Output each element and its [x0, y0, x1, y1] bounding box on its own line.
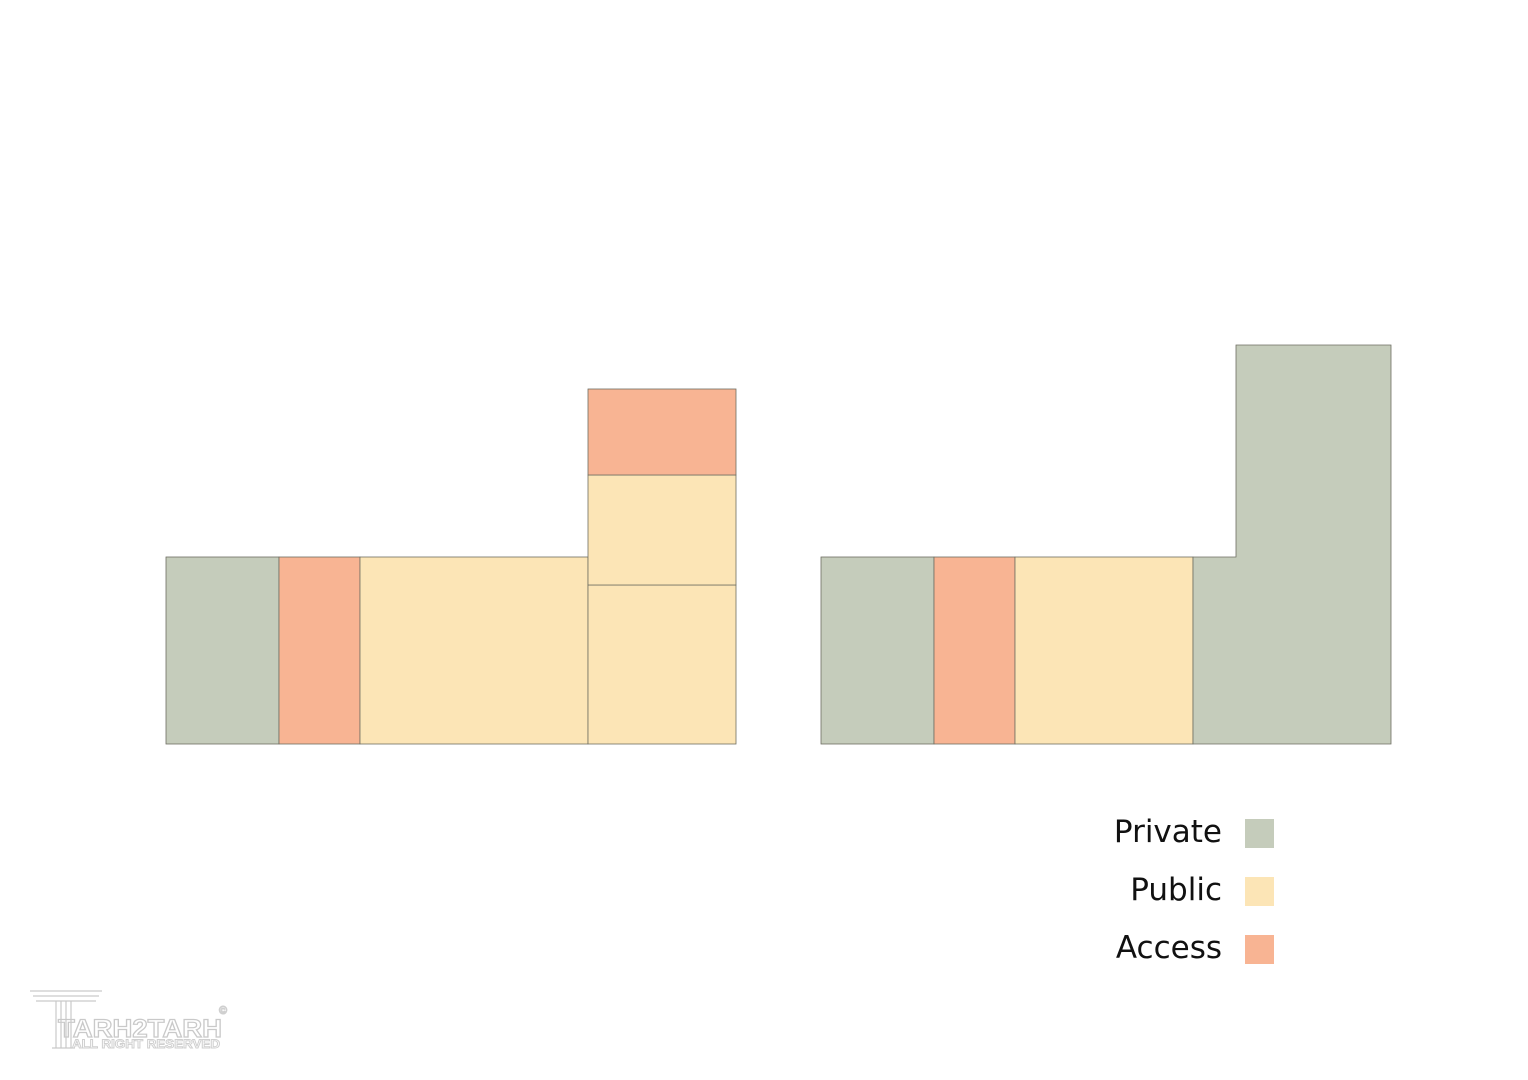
watermark-brand: TARH2TARH: [58, 1015, 222, 1043]
watermark-tagline: ALL RIGHT RESERVED: [72, 1037, 220, 1051]
legend-label-access: Access: [1116, 930, 1222, 966]
right-plan-public-zone: [1014, 556, 1194, 745]
watermark-copyright: ©: [219, 1005, 227, 1017]
watermark-logo: TARH2TARH ALL RIGHT RESERVED ©: [30, 990, 228, 1051]
column-icon: [30, 990, 102, 1049]
left-plan-private-zone: [165, 556, 280, 745]
legend-label-public: Public: [1130, 872, 1222, 908]
left-plan-public-zone-upper-wing: [587, 474, 737, 586]
legend-item-public: Public: [1130, 872, 1274, 908]
right-plan: [820, 344, 1392, 745]
right-plan-access-zone: [933, 556, 1016, 745]
left-plan: [165, 388, 737, 745]
legend-swatch-private: [1245, 819, 1274, 848]
legend-item-private: Private: [1114, 814, 1274, 850]
left-plan-public-zone-lower-wing: [587, 584, 737, 745]
legend-label-private: Private: [1114, 814, 1222, 850]
left-plan-access-zone-top: [587, 388, 737, 476]
legend: Private Public Access: [1114, 814, 1274, 966]
legend-swatch-access: [1245, 935, 1274, 964]
left-plan-access-zone: [278, 556, 361, 745]
legend-item-access: Access: [1116, 930, 1274, 966]
right-plan-private-zone-l-shape: [1192, 344, 1392, 745]
legend-swatch-public: [1245, 877, 1274, 906]
left-plan-public-zone-main: [359, 556, 589, 745]
right-plan-private-zone: [820, 556, 935, 745]
